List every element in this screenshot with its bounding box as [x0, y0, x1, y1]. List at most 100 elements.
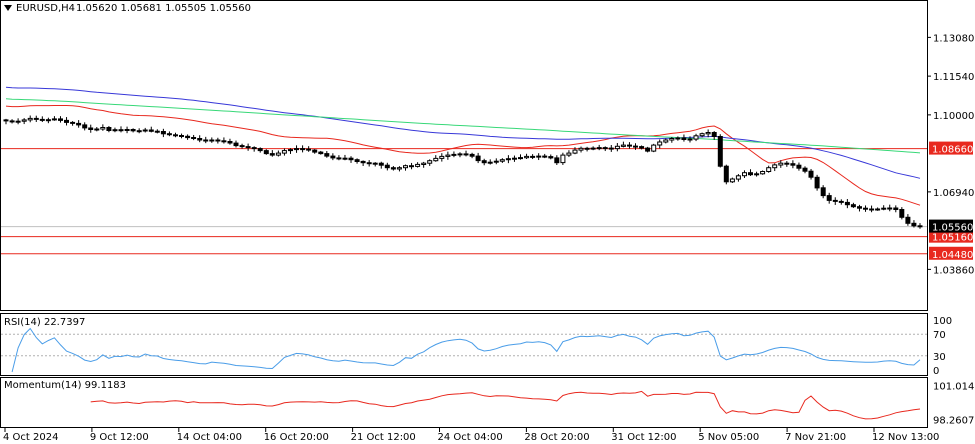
- candle[interactable]: [554, 155, 560, 166]
- candle[interactable]: [288, 148, 293, 154]
- candle[interactable]: [669, 137, 675, 143]
- candle[interactable]: [233, 140, 239, 148]
- candle[interactable]: [657, 139, 663, 149]
- candle[interactable]: [566, 150, 572, 158]
- candle[interactable]: [3, 118, 9, 125]
- candle[interactable]: [409, 162, 414, 170]
- candle[interactable]: [294, 145, 299, 153]
- candle[interactable]: [82, 122, 88, 131]
- candle[interactable]: [602, 146, 608, 152]
- candle[interactable]: [318, 150, 324, 155]
- candle[interactable]: [203, 136, 209, 144]
- candle[interactable]: [633, 143, 638, 150]
- candle[interactable]: [863, 205, 868, 212]
- candle[interactable]: [306, 146, 312, 152]
- candle[interactable]: [790, 160, 796, 169]
- candle[interactable]: [844, 199, 850, 209]
- candle[interactable]: [808, 168, 814, 180]
- candle[interactable]: [197, 135, 203, 143]
- candle[interactable]: [505, 155, 511, 164]
- candle[interactable]: [802, 166, 808, 174]
- candle[interactable]: [51, 116, 57, 121]
- candle[interactable]: [645, 146, 651, 153]
- candle[interactable]: [487, 159, 493, 165]
- candle[interactable]: [584, 146, 590, 152]
- candle[interactable]: [118, 126, 124, 133]
- candle[interactable]: [330, 153, 336, 161]
- candle[interactable]: [27, 115, 33, 123]
- candle[interactable]: [457, 152, 463, 158]
- candle[interactable]: [639, 145, 645, 150]
- candle[interactable]: [711, 131, 717, 140]
- candle[interactable]: [166, 131, 172, 137]
- candle[interactable]: [917, 223, 923, 229]
- candle[interactable]: [893, 205, 899, 213]
- candle[interactable]: [39, 116, 45, 123]
- candle[interactable]: [536, 153, 542, 161]
- candle[interactable]: [324, 151, 330, 158]
- candle[interactable]: [396, 166, 402, 172]
- candle[interactable]: [130, 128, 136, 133]
- candle[interactable]: [778, 160, 784, 168]
- candle[interactable]: [100, 124, 106, 131]
- candle[interactable]: [21, 118, 27, 125]
- candle[interactable]: [112, 127, 118, 133]
- candle[interactable]: [911, 220, 917, 228]
- candle[interactable]: [88, 124, 94, 133]
- candle[interactable]: [838, 199, 844, 205]
- candle[interactable]: [372, 162, 378, 167]
- candle[interactable]: [905, 214, 911, 226]
- candle[interactable]: [857, 204, 862, 212]
- candle[interactable]: [572, 147, 578, 155]
- candle[interactable]: [481, 158, 487, 166]
- candle[interactable]: [269, 150, 275, 157]
- candle[interactable]: [415, 162, 421, 168]
- candle[interactable]: [475, 152, 481, 164]
- candle[interactable]: [512, 155, 517, 162]
- candle[interactable]: [142, 127, 148, 133]
- candle[interactable]: [875, 207, 881, 211]
- candle[interactable]: [263, 149, 269, 155]
- candle[interactable]: [312, 149, 318, 154]
- rsi-line[interactable]: [11, 327, 921, 373]
- candle[interactable]: [651, 143, 657, 153]
- candle[interactable]: [469, 152, 475, 159]
- candle[interactable]: [590, 146, 596, 151]
- candle[interactable]: [251, 146, 257, 152]
- candle[interactable]: [663, 138, 669, 144]
- candle[interactable]: [869, 205, 875, 213]
- candle[interactable]: [687, 136, 693, 143]
- candle[interactable]: [384, 162, 390, 171]
- candle[interactable]: [542, 153, 548, 159]
- candle[interactable]: [717, 134, 723, 168]
- candle[interactable]: [742, 170, 747, 178]
- candle[interactable]: [729, 177, 735, 184]
- candle[interactable]: [124, 126, 130, 134]
- candle[interactable]: [366, 160, 372, 167]
- candle[interactable]: [360, 160, 366, 166]
- candle[interactable]: [227, 138, 233, 145]
- candle[interactable]: [518, 154, 523, 160]
- candle[interactable]: [614, 143, 620, 152]
- candle[interactable]: [154, 129, 160, 134]
- candle[interactable]: [620, 141, 626, 148]
- candle[interactable]: [209, 137, 215, 143]
- candle[interactable]: [342, 154, 348, 161]
- candle[interactable]: [106, 126, 112, 133]
- candle[interactable]: [58, 116, 63, 123]
- candle[interactable]: [760, 170, 766, 175]
- candle[interactable]: [596, 144, 602, 151]
- candle[interactable]: [675, 136, 681, 141]
- momentum-line[interactable]: [90, 390, 921, 420]
- candle[interactable]: [693, 133, 699, 142]
- candle[interactable]: [796, 162, 802, 171]
- candle[interactable]: [881, 205, 887, 211]
- candle[interactable]: [185, 134, 191, 140]
- candle[interactable]: [427, 159, 433, 166]
- candle[interactable]: [705, 129, 711, 138]
- candle[interactable]: [390, 166, 396, 171]
- candle[interactable]: [524, 153, 530, 159]
- candle[interactable]: [421, 161, 427, 168]
- candle[interactable]: [45, 117, 51, 124]
